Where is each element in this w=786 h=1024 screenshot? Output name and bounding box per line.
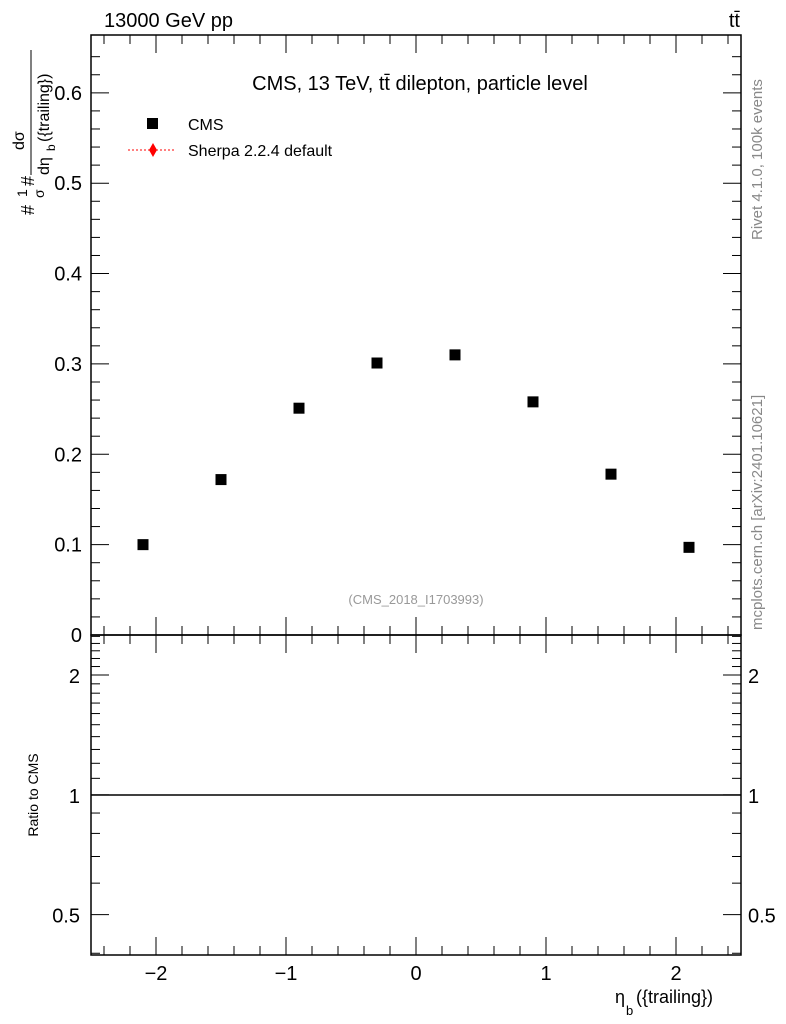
ratio-tick-label-right: 0.5 bbox=[748, 906, 776, 928]
mcplots-label: mcplots.cern.ch [arXiv:2401.10621] bbox=[749, 395, 766, 630]
data-point-cms bbox=[137, 539, 149, 551]
x-tick-label: 1 bbox=[540, 963, 551, 985]
y-label-one: 1 bbox=[14, 189, 30, 197]
legend-label-sherpa: Sherpa 2.2.4 default bbox=[188, 143, 333, 160]
y-label-hash2: # bbox=[18, 176, 38, 186]
legend-label-cms: CMS bbox=[188, 117, 224, 134]
header-process: tt̄ bbox=[729, 10, 741, 32]
legend-marker-sherpa bbox=[149, 143, 157, 157]
y-tick-label: 0.5 bbox=[54, 173, 82, 195]
x-label-sub: b bbox=[626, 1003, 633, 1018]
y-label-paren: ({trailing}) bbox=[36, 74, 53, 142]
analysis-label: (CMS_2018_I1703993) bbox=[348, 592, 483, 607]
y-tick-label: 0 bbox=[71, 625, 82, 647]
y-tick-label: 0.2 bbox=[54, 444, 82, 466]
data-point-cms bbox=[527, 396, 539, 408]
ratio-tick-label-left: 0.5 bbox=[52, 906, 80, 928]
y-tick-label: 0.6 bbox=[54, 83, 82, 105]
chart-title: CMS, 13 TeV, tt̄ dilepton, particle leve… bbox=[252, 73, 588, 95]
x-tick-label: 2 bbox=[670, 963, 681, 985]
data-point-cms bbox=[293, 402, 305, 414]
y-tick-label: 0.3 bbox=[54, 354, 82, 376]
x-label-eta: η bbox=[615, 987, 625, 1007]
y-tick-label: 0.4 bbox=[54, 264, 82, 286]
rivet-label: Rivet 4.1.0, 100k events bbox=[749, 79, 766, 240]
ratio-y-label: Ratio to CMS bbox=[25, 753, 41, 836]
ratio-tick-label-left: 1 bbox=[69, 786, 80, 808]
y-label-hash1: # bbox=[18, 205, 38, 215]
y-label-deta: dη bbox=[36, 157, 53, 175]
data-point-cms bbox=[605, 468, 617, 480]
ratio-tick-label-right: 1 bbox=[748, 786, 759, 808]
y-label-dsigma: dσ bbox=[11, 131, 28, 150]
data-points bbox=[137, 349, 695, 553]
ratio-tick-label-left: 2 bbox=[69, 666, 80, 688]
y-axis-label: # 1 σ # dσ dη b ({trailing}) bbox=[11, 50, 58, 215]
data-point-cms bbox=[215, 474, 227, 486]
x-tick-label: −1 bbox=[275, 963, 298, 985]
x-tick-label: −2 bbox=[145, 963, 168, 985]
legend: CMS Sherpa 2.2.4 default bbox=[128, 117, 333, 160]
data-point-cms bbox=[371, 357, 383, 369]
data-point-cms bbox=[449, 349, 461, 361]
x-tick-label: 0 bbox=[410, 963, 421, 985]
header-beam: 13000 GeV pp bbox=[104, 10, 233, 32]
x-axis-label: η b ({trailing}) bbox=[615, 987, 713, 1018]
y-label-sub: b bbox=[44, 144, 58, 151]
y-label-sigma: σ bbox=[31, 189, 47, 198]
legend-marker-cms bbox=[147, 118, 158, 129]
axis-ticks: −2 −1 0 1 2 0 0.1 0.2 0.3 0.4 0.5 0.6 0.5 0.5 1 1 2 2 bbox=[52, 35, 776, 985]
ratio-tick-label-right: 2 bbox=[748, 666, 759, 688]
y-tick-label: 0.1 bbox=[54, 535, 82, 557]
data-point-cms bbox=[683, 541, 695, 553]
x-label-rest: ({trailing}) bbox=[636, 987, 713, 1007]
